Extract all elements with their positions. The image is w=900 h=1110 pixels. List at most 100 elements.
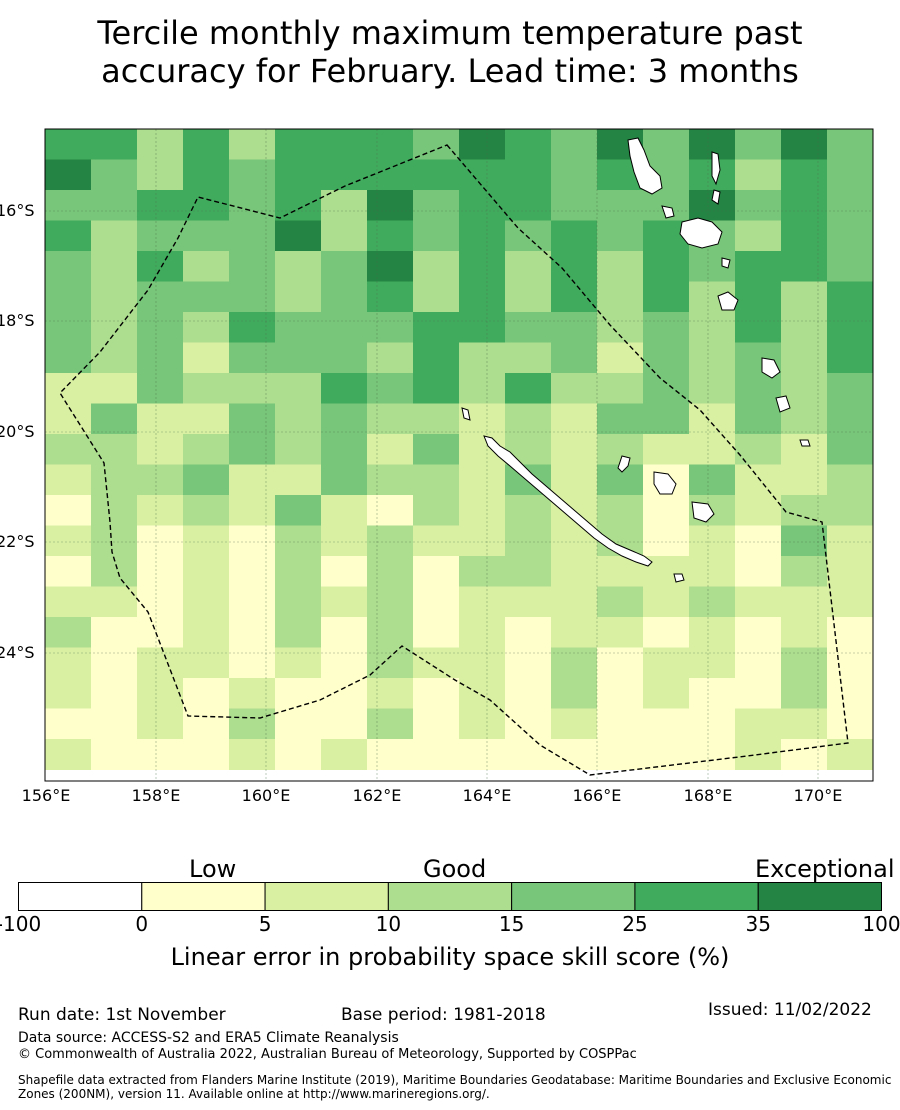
skill-cell xyxy=(91,586,138,618)
skill-cell xyxy=(505,708,552,740)
skill-cell xyxy=(183,617,230,648)
skill-cell xyxy=(45,159,92,191)
skill-cell xyxy=(781,678,828,709)
skill-cell xyxy=(459,129,506,160)
efate-island xyxy=(717,291,739,311)
colorbar-tick-label: 10 xyxy=(375,912,402,936)
skill-cell xyxy=(597,220,644,252)
skill-cell xyxy=(459,556,506,587)
skill-cell xyxy=(229,342,276,374)
skill-cell xyxy=(459,190,506,221)
skill-cell xyxy=(321,556,368,587)
skill-cell xyxy=(643,678,690,709)
skill-cell xyxy=(597,708,644,740)
skill-cell xyxy=(735,403,782,435)
skill-cell xyxy=(367,342,414,374)
title-line-1: Tercile monthly maximum temperature past xyxy=(97,14,803,52)
skill-cell xyxy=(505,281,552,313)
skill-cell xyxy=(735,556,782,587)
skill-cell xyxy=(275,373,322,404)
skill-cell xyxy=(229,281,276,313)
tanna-island xyxy=(775,395,791,413)
skill-cell xyxy=(459,586,506,618)
skill-cell xyxy=(413,342,460,374)
skill-cell xyxy=(367,159,414,191)
skill-cell xyxy=(735,220,782,252)
skill-cell xyxy=(505,678,552,709)
colorbar-tick-label: 35 xyxy=(745,912,771,936)
skill-cell xyxy=(229,678,276,709)
skill-cell xyxy=(321,373,368,404)
skill-cell xyxy=(137,739,184,770)
colorbar-swatch xyxy=(757,882,883,911)
skill-cell xyxy=(735,678,782,709)
title-line-2: accuracy for February. Lead time: 3 mont… xyxy=(101,52,799,90)
skill-cell xyxy=(183,220,230,252)
skill-cell xyxy=(643,739,690,770)
skill-cell xyxy=(183,373,230,404)
skill-cell xyxy=(91,647,138,679)
skill-map xyxy=(44,128,874,782)
skill-cell xyxy=(45,647,92,679)
skill-cell xyxy=(229,251,276,282)
skill-cell xyxy=(551,190,598,221)
lon-label-166e: 166°E xyxy=(572,786,622,805)
colorbar xyxy=(18,882,883,911)
skill-cell xyxy=(413,617,460,648)
skill-cell xyxy=(827,708,874,740)
skill-cell xyxy=(505,220,552,252)
skill-cell xyxy=(413,525,460,557)
skill-cell xyxy=(183,708,230,740)
skill-cell xyxy=(367,525,414,557)
skill-cell xyxy=(505,495,552,526)
skill-cell xyxy=(551,647,598,679)
skill-cell xyxy=(367,464,414,496)
skill-cell xyxy=(321,159,368,191)
base-period: Base period: 1981-2018 xyxy=(341,1005,546,1025)
skill-cell xyxy=(367,220,414,252)
skill-cell xyxy=(551,220,598,252)
skill-cell xyxy=(551,678,598,709)
skill-cell xyxy=(689,403,736,435)
data-source: Data source: ACCESS-S2 and ERA5 Climate … xyxy=(18,1030,399,1046)
skill-cell xyxy=(735,312,782,343)
skill-cell xyxy=(45,434,92,465)
skill-cell xyxy=(827,647,874,679)
skill-cell xyxy=(275,129,322,160)
skill-cell xyxy=(643,617,690,648)
skill-cell xyxy=(229,129,276,160)
skill-cell xyxy=(367,617,414,648)
colorbar-label: Linear error in probability space skill … xyxy=(170,943,730,971)
skill-cell xyxy=(367,556,414,587)
colorbar-tick-label: 15 xyxy=(498,912,525,936)
skill-cell xyxy=(689,586,736,618)
lon-label-164e: 164°E xyxy=(462,786,512,805)
espiritu-santo-island xyxy=(627,137,663,195)
skill-cell xyxy=(229,434,276,465)
eez-boundary xyxy=(59,144,849,776)
chesterfield-islets xyxy=(461,407,471,421)
skill-cell xyxy=(643,434,690,465)
skill-cell xyxy=(781,373,828,404)
skill-cell xyxy=(45,190,92,221)
skill-cell xyxy=(137,434,184,465)
skill-cell xyxy=(183,647,230,679)
skill-cell xyxy=(275,403,322,435)
maewo-island xyxy=(711,151,721,186)
skill-cell xyxy=(321,739,368,770)
skill-cell xyxy=(91,129,138,160)
skill-cell xyxy=(459,342,506,374)
skill-cell xyxy=(735,586,782,618)
skill-cell xyxy=(367,434,414,465)
skill-cell xyxy=(229,586,276,618)
skill-cell xyxy=(735,495,782,526)
colorbar-swatch xyxy=(18,882,143,911)
skill-cell xyxy=(275,159,322,191)
skill-cell xyxy=(689,342,736,374)
skill-cell xyxy=(781,708,828,740)
skill-cell xyxy=(551,281,598,313)
skill-cell xyxy=(505,739,552,770)
skill-cell xyxy=(91,678,138,709)
skill-cell xyxy=(551,739,598,770)
skill-cell xyxy=(781,251,828,282)
